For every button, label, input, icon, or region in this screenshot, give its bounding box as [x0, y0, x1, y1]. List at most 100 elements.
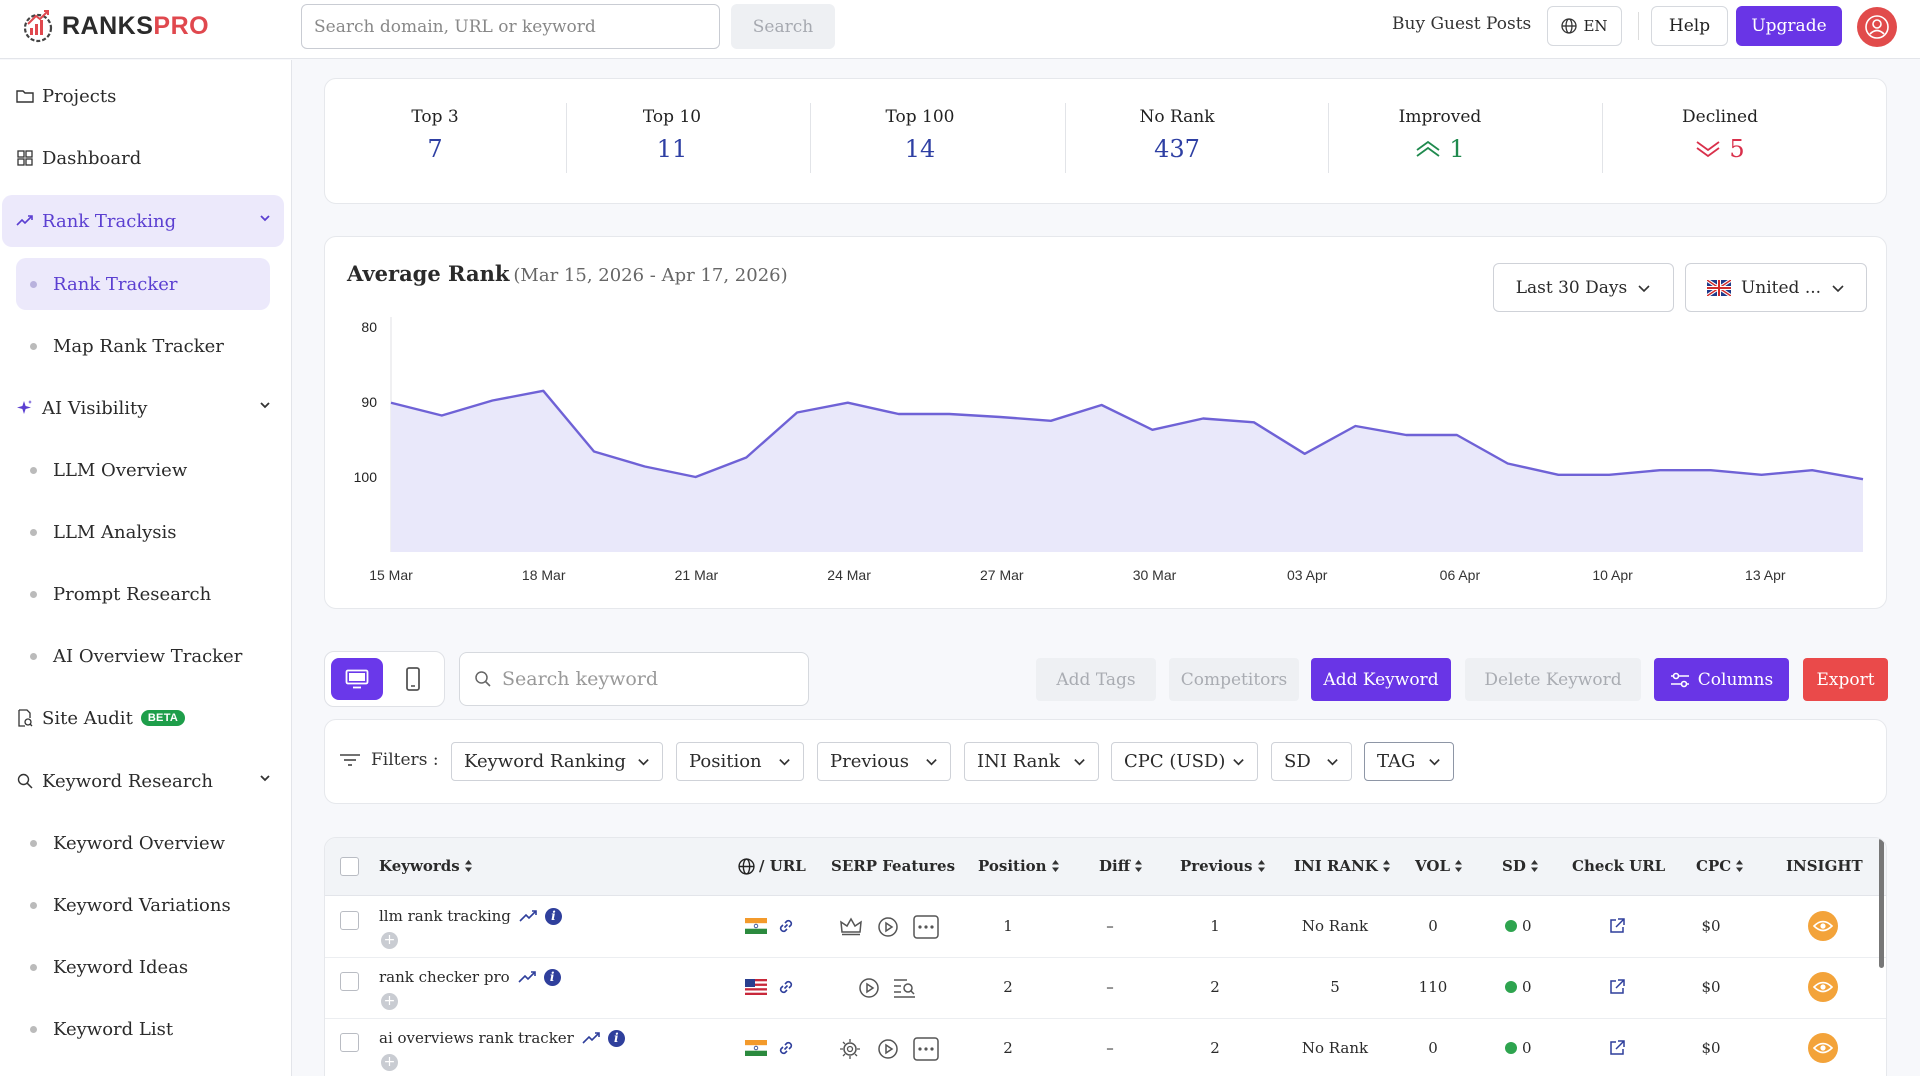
filter-sd[interactable]: SD	[1271, 742, 1352, 781]
chevron-down-icon	[260, 215, 270, 222]
help-button[interactable]: Help	[1651, 6, 1728, 46]
x-tick-label: 27 Mar	[980, 567, 1024, 583]
col-previous[interactable]: Previous	[1180, 857, 1266, 875]
sidebar-item-map-rank-tracker[interactable]: Map Rank Tracker	[16, 320, 270, 372]
competitors-button[interactable]: Competitors	[1169, 658, 1299, 701]
info-icon[interactable]: i	[607, 1029, 625, 1047]
export-button[interactable]: Export	[1803, 658, 1888, 701]
filter-keyword-ranking[interactable]: Keyword Ranking	[451, 742, 663, 781]
stat-top3: Top 3 7	[385, 107, 485, 163]
stat-declined: Declined 5	[1655, 107, 1785, 163]
user-avatar[interactable]	[1857, 7, 1897, 47]
mobile-view-button[interactable]	[387, 658, 439, 700]
stat-no-rank: No Rank 437	[1117, 107, 1237, 163]
desktop-view-button[interactable]	[331, 658, 383, 700]
chevron-down-icon	[1638, 284, 1650, 292]
bullet-icon	[30, 1025, 37, 1033]
more-features-icon[interactable]	[913, 915, 939, 939]
sidebar-item-keyword-research[interactable]: Keyword Research	[2, 755, 284, 807]
cpc-value: $0	[1701, 917, 1721, 935]
stat-divider	[1328, 103, 1329, 173]
sidebar-item-rank-tracking[interactable]: Rank Tracking	[2, 195, 284, 247]
columns-button[interactable]: Columns	[1654, 658, 1789, 701]
sidebar-item-rank-tracker[interactable]: Rank Tracker	[16, 258, 270, 310]
chevron-down-icon	[638, 759, 649, 766]
buy-guest-posts-link[interactable]: Buy Guest Posts	[1392, 14, 1532, 34]
country-dropdown[interactable]: United ...	[1685, 263, 1867, 312]
sidebar-item-prompt-research[interactable]: Prompt Research	[16, 568, 270, 620]
row-checkbox[interactable]	[340, 911, 359, 930]
sidebar-item-projects[interactable]: Projects	[2, 70, 284, 122]
row-checkbox[interactable]	[340, 1033, 359, 1052]
info-icon[interactable]: i	[543, 968, 561, 986]
filter-position[interactable]: Position	[676, 742, 804, 781]
filter-ini-rank[interactable]: INI Rank	[964, 742, 1099, 781]
search-button[interactable]: Search	[731, 4, 835, 49]
external-link-icon[interactable]	[1608, 978, 1626, 996]
domain-search-input[interactable]: Search domain, URL or keyword	[301, 4, 720, 49]
select-all-checkbox[interactable]	[340, 857, 359, 876]
col-ini-rank[interactable]: INI RANK	[1294, 857, 1391, 875]
vol-value: 0	[1428, 917, 1438, 935]
bullet-icon	[30, 528, 37, 536]
col-diff[interactable]: Diff	[1099, 857, 1143, 875]
video-play-icon	[878, 1039, 898, 1059]
add-tag-icon[interactable]: +	[381, 993, 398, 1010]
col-vol[interactable]: VOL	[1415, 857, 1463, 875]
sidebar-item-keyword-variations[interactable]: Keyword Variations	[16, 879, 270, 931]
insight-eye-button[interactable]	[1808, 972, 1838, 1002]
external-link-icon[interactable]	[1608, 917, 1626, 935]
sidebar-label: Projects	[42, 85, 117, 107]
trend-up-icon[interactable]	[582, 1031, 602, 1045]
filter-tag[interactable]: TAG	[1364, 742, 1454, 781]
trend-up-icon	[16, 215, 33, 226]
sidebar-item-ai-overview-tracker[interactable]: AI Overview Tracker	[16, 630, 270, 682]
upgrade-button[interactable]: Upgrade	[1736, 6, 1842, 46]
delete-keyword-button[interactable]: Delete Keyword	[1465, 658, 1641, 701]
period-dropdown[interactable]: Last 30 Days	[1493, 263, 1674, 312]
col-cpc[interactable]: CPC	[1696, 857, 1744, 875]
usa-flag-icon	[745, 979, 767, 995]
chevron-down-icon	[1327, 759, 1338, 766]
col-keywords[interactable]: Keywords	[379, 857, 473, 875]
link-icon[interactable]	[777, 1039, 795, 1057]
sidebar-label: LLM Analysis	[53, 521, 177, 543]
link-icon[interactable]	[777, 917, 795, 935]
insight-eye-button[interactable]	[1808, 911, 1838, 941]
keyword-text: llm rank tracking	[379, 907, 511, 925]
sidebar-item-ai-visibility[interactable]: AI Visibility	[2, 382, 284, 434]
sidebar-item-llm-analysis[interactable]: LLM Analysis	[16, 506, 270, 558]
col-position[interactable]: Position	[978, 857, 1060, 875]
sidebar-item-llm-overview[interactable]: LLM Overview	[16, 444, 270, 496]
add-tag-icon[interactable]: +	[381, 932, 398, 949]
sidebar-item-keyword-ideas[interactable]: Keyword Ideas	[16, 941, 270, 993]
filter-previous[interactable]: Previous	[817, 742, 951, 781]
language-selector[interactable]: EN	[1547, 6, 1622, 46]
info-icon[interactable]: i	[544, 907, 562, 925]
sidebar-item-keyword-overview[interactable]: Keyword Overview	[16, 817, 270, 869]
sidebar-item-keyword-list[interactable]: Keyword List	[16, 1003, 270, 1055]
keyword-text: rank checker pro	[379, 968, 510, 986]
add-keyword-button[interactable]: Add Keyword	[1311, 658, 1451, 701]
external-link-icon[interactable]	[1608, 1039, 1626, 1057]
keyword-search-input[interactable]: Search keyword	[459, 652, 809, 706]
filter-label: Previous	[830, 751, 909, 772]
more-features-icon[interactable]	[913, 1037, 939, 1061]
filter-cpc[interactable]: CPC (USD)	[1111, 742, 1258, 781]
sidebar-item-site-audit[interactable]: Site Audit BETA	[2, 692, 284, 744]
sidebar-item-dashboard[interactable]: Dashboard	[2, 132, 284, 184]
table-scrollbar[interactable]	[1879, 838, 1884, 968]
col-sd[interactable]: SD	[1502, 857, 1539, 875]
trend-up-icon[interactable]	[518, 970, 538, 984]
insight-eye-button[interactable]	[1808, 1033, 1838, 1063]
link-icon[interactable]	[777, 978, 795, 996]
add-tag-icon[interactable]: +	[381, 1054, 398, 1071]
eye-icon	[1813, 920, 1833, 932]
logo[interactable]: RANKSPRO	[20, 6, 209, 46]
filter-label: SD	[1284, 751, 1311, 772]
position-value: 2	[1003, 1039, 1013, 1057]
add-tags-button[interactable]: Add Tags	[1036, 658, 1156, 701]
y-tick-label: 80	[361, 319, 377, 335]
row-checkbox[interactable]	[340, 972, 359, 991]
trend-up-icon[interactable]	[519, 909, 539, 923]
